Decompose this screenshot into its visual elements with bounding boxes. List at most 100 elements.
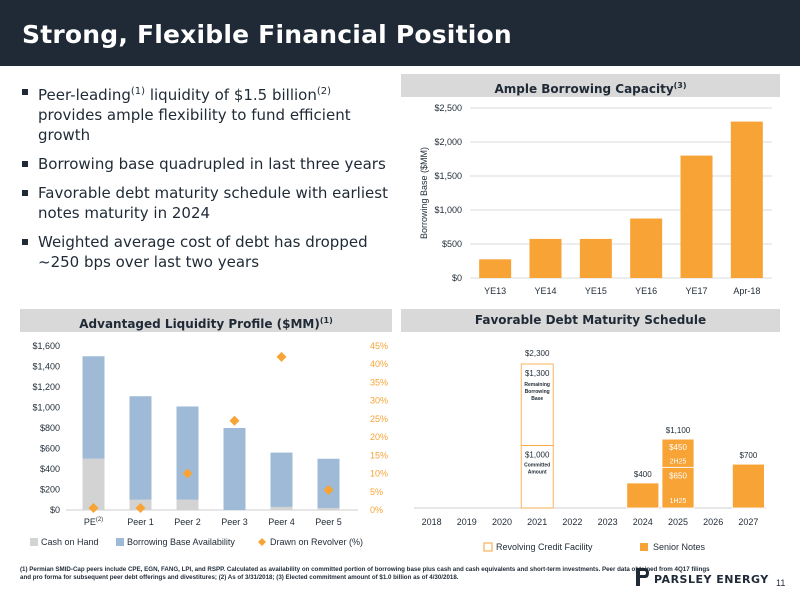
revolver-committed-bar [520, 444, 554, 509]
y-tick-label: $1,500 [434, 171, 462, 181]
drawn-on-revolver-marker [88, 503, 99, 513]
revolver-committed-text: Amount [528, 469, 547, 475]
title-bar [0, 0, 800, 66]
bar-borrowing-base-availability [129, 396, 152, 500]
debt-maturity-chart: 2018 2019 2020 2021 2022 2023 2024 2025 2026 2027… [414, 349, 766, 552]
drawn-on-revolver-marker [323, 484, 334, 495]
x-tick-label: 2027 [738, 517, 758, 527]
x-tick-label: Peer 3 [221, 517, 248, 527]
total-value-label: $700 [740, 451, 758, 460]
bar [730, 121, 763, 278]
y-tick-label: $200 [40, 485, 60, 495]
y2-tick-label: 25% [370, 414, 388, 424]
x-tick-label: 2022 [562, 517, 582, 527]
legend-label: Cash on Hand [41, 537, 99, 547]
legend-swatch-cash [30, 538, 38, 546]
company-logo: PARSLEY ENERGY [634, 566, 774, 590]
x-tick-label: Apr-18 [733, 286, 760, 296]
y-tick-label: $1,000 [32, 403, 60, 413]
y-tick-label: $1,000 [434, 205, 462, 215]
x-tick-label: 2020 [492, 517, 512, 527]
bar-borrowing-base-availability [176, 406, 199, 500]
legend-swatch-senior-notes [640, 543, 648, 551]
x-tick-label: YE13 [484, 286, 506, 296]
slide-title: Strong, Flexible Financial Position [22, 20, 512, 49]
y2-tick-label: 15% [370, 450, 388, 460]
total-value-label: $400 [634, 470, 652, 479]
revolver-remaining-text: Borrowing [525, 389, 550, 395]
revolver-remaining-value: $1,300 [525, 369, 550, 378]
footnote: (1) Permian SMID-Cap peers include CPE, … [20, 566, 710, 581]
y-tick-label: $0 [452, 273, 462, 283]
liquidity-profile-chart: $0 $200 $400 $600 $800 $1,000 $1,200 $1,400 $1,6… [30, 341, 388, 547]
x-tick-label: 2024 [633, 517, 653, 527]
legend-swatch-revolver [483, 542, 493, 552]
x-tick-label: Peer 2 [174, 517, 201, 527]
bar [680, 155, 713, 278]
x-tick-label: Peer 5 [315, 517, 342, 527]
page-number: 11 [776, 578, 786, 588]
segment-value-label: $650 [669, 471, 687, 480]
bullet-item: Borrowing base quadrupled in last three … [20, 154, 392, 174]
y-tick-label: $2,500 [434, 103, 462, 113]
y-tick-label: $1,400 [32, 362, 60, 372]
bullet-item: Weighted average cost of debt has droppe… [20, 232, 392, 272]
bar-cash-on-hand [82, 458, 105, 510]
x-tick-label: 2019 [457, 517, 477, 527]
bullet-list: Peer-leading(1) liquidity of $1.5 billio… [20, 82, 392, 281]
segment-value-label: $450 [669, 443, 687, 452]
y2-tick-label: 35% [370, 377, 388, 387]
y2-tick-label: 30% [370, 396, 388, 406]
maturity-chart-header: Favorable Debt Maturity Schedule [401, 309, 780, 332]
x-tick-label: Peer 1 [127, 517, 154, 527]
bar-borrowing-base-availability [82, 356, 105, 459]
drawn-on-revolver-marker [229, 415, 240, 426]
x-tick-label: 2023 [598, 517, 618, 527]
x-tick-label: YE15 [585, 286, 607, 296]
bar-borrowing-base-availability [317, 458, 340, 508]
drawn-on-revolver-marker [276, 351, 287, 362]
drawn-on-revolver-marker [182, 468, 193, 479]
liquidity-chart-header: Advantaged Liquidity Profile ($MM)(1) [20, 309, 392, 332]
x-tick-label: 2025 [668, 517, 688, 527]
revolver-committed-value: $1,000 [525, 450, 550, 459]
x-tick-label: 2018 [422, 517, 442, 527]
x-tick-label: YE14 [534, 286, 556, 296]
segment-tag-label: 1H25 [670, 498, 687, 505]
x-tick-label: 2021 [527, 517, 547, 527]
y-tick-label: $1,600 [32, 341, 60, 351]
legend-swatch-drawn [258, 538, 266, 546]
bar [579, 238, 612, 278]
bar [479, 259, 512, 278]
bar-borrowing-base-availability [270, 452, 293, 507]
senior-notes-bar [626, 482, 660, 509]
legend-label: Revolving Credit Facility [496, 542, 593, 552]
y2-tick-label: 20% [370, 432, 388, 442]
bar-cash-on-hand [270, 506, 293, 510]
x-tick-label: YE16 [635, 286, 657, 296]
revolver-remaining-text: Remaining [524, 382, 550, 388]
bar-cash-on-hand [317, 507, 340, 510]
bar-borrowing-base-availability [223, 428, 246, 510]
legend-swatch-borrowing-base [116, 538, 124, 546]
revolver-total-label: $2,300 [525, 349, 550, 358]
senior-notes-bar [661, 438, 695, 468]
borrowing-capacity-chart: $0 $500 $1,000 $1,500 $2,000 $2,500 YE13 YE14 YE… [419, 103, 772, 296]
y-tick-label: $2,000 [434, 137, 462, 147]
senior-notes-bar [731, 463, 765, 509]
y2-tick-label: 5% [370, 487, 383, 497]
x-tick-label: Peer 4 [268, 517, 295, 527]
bar-cash-on-hand [176, 499, 199, 510]
bullet-item: Favorable debt maturity schedule with ea… [20, 183, 392, 223]
y-tick-label: $0 [50, 505, 60, 515]
bullet-item: Peer-leading(1) liquidity of $1.5 billio… [20, 82, 392, 145]
logo-mark-icon [636, 568, 649, 586]
legend-label: Borrowing Base Availability [127, 537, 235, 547]
y-axis-label: Borrowing Base ($MM) [419, 147, 429, 239]
bar [630, 218, 663, 278]
x-tick-label: PE(2) [84, 517, 103, 527]
y-tick-label: $600 [40, 444, 60, 454]
borrowing-chart-header: Ample Borrowing Capacity(3) [401, 74, 780, 97]
revolver-remaining-bar [520, 363, 554, 446]
x-tick-label: YE17 [685, 286, 707, 296]
